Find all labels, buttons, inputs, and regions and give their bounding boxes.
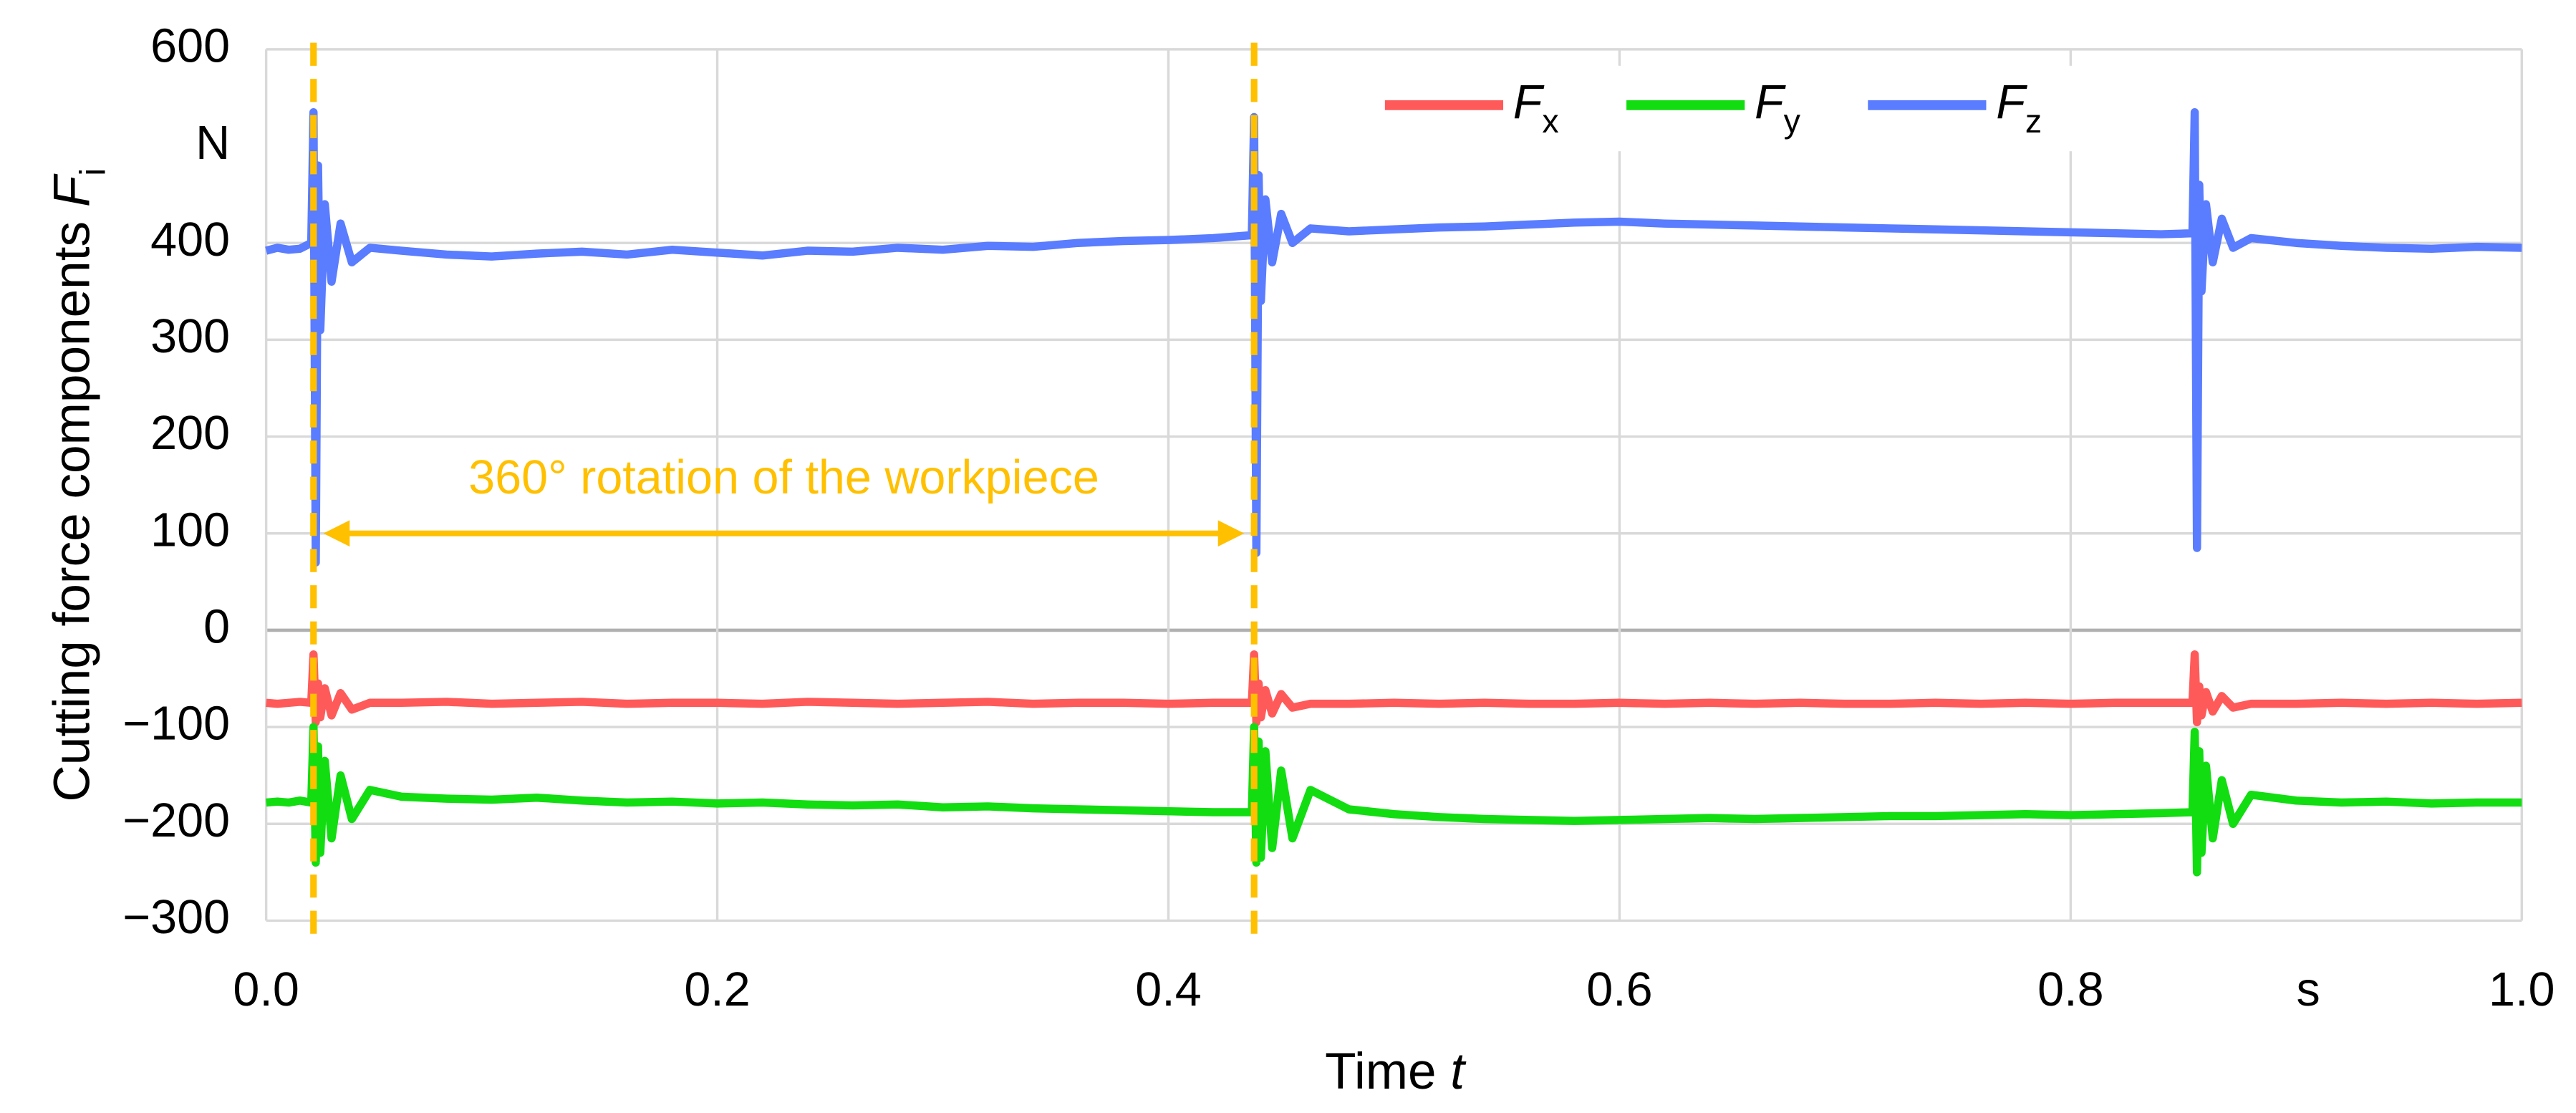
- labels: Cutting force components Fi Time t −300−…: [44, 19, 2555, 1100]
- x-tick-label: 0.4: [1135, 963, 1201, 1016]
- y-tick-label: 300: [150, 310, 230, 363]
- series-line: [266, 650, 2522, 727]
- y-tick-label: 400: [150, 213, 230, 266]
- legend-label: Fz: [1996, 75, 2042, 140]
- y-tick-label: 100: [150, 504, 230, 556]
- x-tick-label: 0.6: [1586, 963, 1652, 1016]
- x-tick-label: 1.0: [2489, 963, 2555, 1016]
- annotation-text: 360° rotation of the workpiece: [468, 451, 1099, 504]
- y-tick-label: −300: [122, 891, 230, 944]
- x-axis-title: Time t: [1325, 1044, 1467, 1100]
- arrow-head: [323, 520, 350, 547]
- series-line: [266, 723, 2522, 877]
- x-tick-label: 0.0: [233, 963, 299, 1016]
- x-unit-label: s: [2296, 963, 2320, 1016]
- grid: [264, 48, 2524, 922]
- legend: Fx Fy Fz: [1338, 65, 2092, 152]
- y-tick-label: 600: [150, 19, 230, 72]
- y-tick-label: −200: [122, 794, 230, 847]
- y-tick-label: 0: [203, 600, 230, 653]
- plot-area: 360° rotation of the workpiece: [265, 42, 2522, 934]
- series-line: [265, 107, 2522, 567]
- y-tick-label: 200: [150, 407, 230, 460]
- legend-label: Fx: [1513, 75, 1559, 140]
- arrow-head: [1217, 520, 1245, 547]
- x-tick-label: 0.2: [684, 963, 750, 1016]
- y-tick-label: −100: [122, 698, 230, 751]
- y-unit-label: N: [196, 117, 230, 170]
- legend-label: Fy: [1755, 75, 1801, 140]
- x-tick-label: 0.8: [2037, 963, 2103, 1016]
